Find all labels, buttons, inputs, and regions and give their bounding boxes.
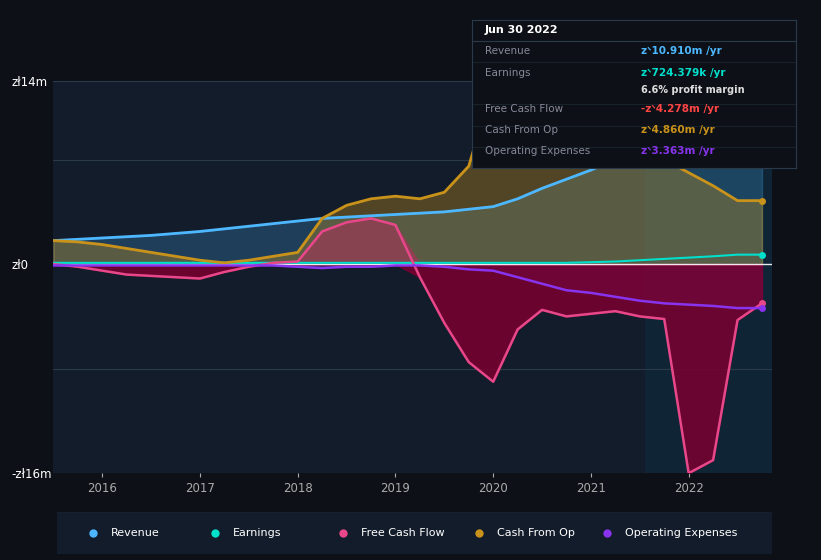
Text: Operating Expenses: Operating Expenses <box>626 528 738 538</box>
Text: Free Cash Flow: Free Cash Flow <box>361 528 445 538</box>
Text: Jun 30 2022: Jun 30 2022 <box>485 25 558 35</box>
Text: zᐠ10.910m /yr: zᐠ10.910m /yr <box>640 46 722 57</box>
Text: Earnings: Earnings <box>485 68 530 78</box>
Text: zᐠ3.363m /yr: zᐠ3.363m /yr <box>640 146 714 156</box>
Text: -zᐠ4.278m /yr: -zᐠ4.278m /yr <box>640 104 719 114</box>
Text: Revenue: Revenue <box>485 46 530 57</box>
Text: zᐠ724.379k /yr: zᐠ724.379k /yr <box>640 68 725 78</box>
Bar <box>644 81 772 473</box>
Text: Operating Expenses: Operating Expenses <box>485 146 590 156</box>
Text: Free Cash Flow: Free Cash Flow <box>485 104 563 114</box>
Text: Revenue: Revenue <box>111 528 160 538</box>
Text: 6.6% profit margin: 6.6% profit margin <box>640 85 745 95</box>
FancyBboxPatch shape <box>44 512 786 556</box>
Text: Cash From Op: Cash From Op <box>497 528 575 538</box>
Text: Cash From Op: Cash From Op <box>485 125 558 135</box>
Text: Earnings: Earnings <box>232 528 281 538</box>
Text: zᐠ4.860m /yr: zᐠ4.860m /yr <box>640 125 714 135</box>
